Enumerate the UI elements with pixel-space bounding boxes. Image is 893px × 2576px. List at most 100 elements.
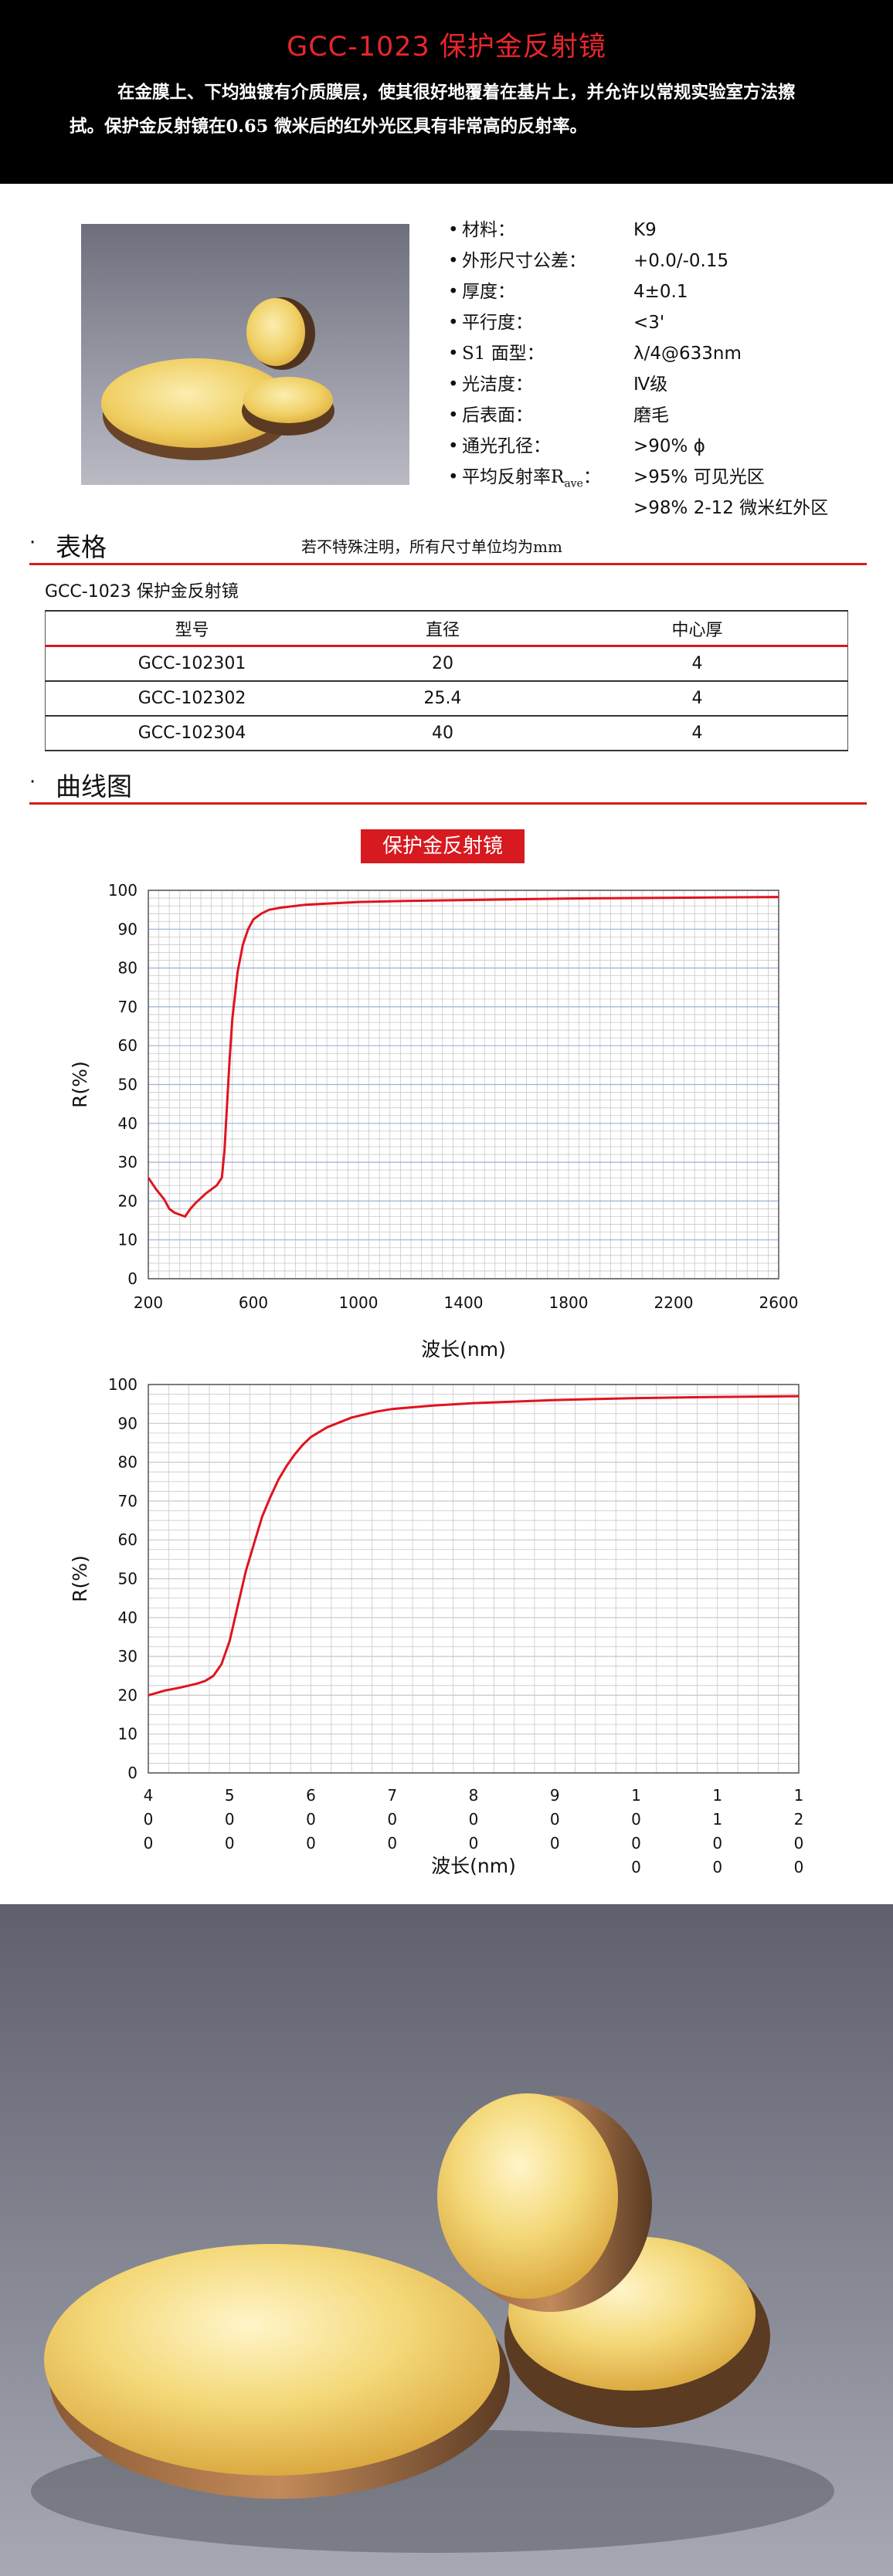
spec-label: 外形尺寸公差： [462, 251, 586, 271]
x-tick-label: 0 [469, 1810, 479, 1829]
spec-label: 材料： [462, 220, 515, 240]
spec-label: 厚度： [462, 282, 515, 302]
header-banner: GCC-1023 保护金反射镜 在金膜上、下均独镀有介质膜层，使其很好地覆着在基… [0, 0, 893, 184]
column-header: 中心厚 [671, 620, 723, 640]
y-tick-label: 100 [108, 881, 138, 900]
reflectance-chart-broadband: 0 10 20 30 40 50 60 70 80 90 100 200 600 1000 1400 1800… [69, 881, 799, 1361]
x-tick-label: 0 [306, 1834, 316, 1852]
spec-row: • 厚度： 4±0.1 [448, 276, 881, 307]
x-tick-label: 0 [144, 1810, 154, 1829]
x-tick-label: 0 [387, 1834, 397, 1852]
x-tick-label: 1000 [339, 1293, 379, 1312]
product-table: 型号 直径 中心厚 GCC-102301 20 4 GCC-102302 25.… [45, 610, 848, 751]
column-header: 型号 [175, 620, 209, 640]
x-tick-label: 0 [794, 1858, 804, 1876]
x-tick-label: 0 [225, 1810, 235, 1829]
section-rule [29, 802, 867, 805]
y-tick-label: 0 [127, 1764, 138, 1782]
spec-value: λ/4@633nm [633, 344, 742, 364]
spec-row: • 平均反射率Rave： >95% 可见光区 [448, 462, 881, 493]
y-tick-label: 60 [118, 1036, 138, 1055]
y-tick-label: 30 [118, 1153, 138, 1171]
section-title: 曲线图 [56, 771, 132, 802]
table-row: GCC-102302 25.4 4 [45, 681, 848, 716]
x-tick-label: 0 [550, 1834, 560, 1852]
x-tick-label: 0 [631, 1858, 641, 1876]
plot-frame [148, 890, 779, 1280]
x-tick-label: 1 [712, 1810, 722, 1829]
table-cell: GCC-102301 [138, 654, 246, 673]
product-photo [81, 224, 409, 485]
spec-list: • 材料： K9 • 外形尺寸公差： +0.0/-0.15 • 厚度： 4±0.1 • 平行度… [448, 215, 881, 524]
table-cell: 4 [691, 724, 703, 743]
section-title: 表格 [56, 532, 107, 562]
x-tick-label: 2 [794, 1810, 804, 1829]
x-tick-label: 2200 [654, 1293, 694, 1312]
y-tick-label: 40 [118, 1608, 138, 1627]
x-tick-label: 6 [306, 1786, 316, 1805]
chart-grid [148, 890, 779, 1280]
x-tick-label: 1 [712, 1786, 722, 1805]
spec-row: • 光洁度： Ⅳ级 [448, 369, 881, 400]
y-tick-label: 50 [118, 1570, 138, 1588]
y-tick-label: 30 [118, 1647, 138, 1666]
table-cell: 4 [691, 689, 703, 708]
x-tick-label: 5 [225, 1786, 235, 1805]
section-curves-heading: · 曲线图 [29, 766, 867, 805]
series-line [147, 896, 779, 1218]
spec-label: 光洁度： [462, 375, 533, 395]
spec-value: >98% 2-12 微米红外区 [633, 498, 829, 518]
table-row: GCC-102301 20 4 [45, 646, 848, 681]
x-tick-label: 8 [469, 1786, 479, 1805]
x-tick-label: 1800 [549, 1293, 589, 1312]
y-tick-label: 20 [118, 1686, 138, 1704]
table-row: GCC-102304 40 4 [45, 716, 848, 751]
x-tick-label: 4 [144, 1786, 154, 1805]
spec-row: • 外形尺寸公差： +0.0/-0.15 [448, 246, 881, 276]
y-tick-label: 20 [118, 1191, 138, 1210]
x-tick-label: 0 [631, 1810, 641, 1829]
spec-value: >90% ϕ [633, 436, 705, 456]
product-photo-large [0, 1904, 893, 2576]
intro-text: 在金膜上、下均独镀有介质膜层，使其很好地覆着在基片上，并允许以常规实验室方法擦拭… [70, 83, 796, 137]
table-header-row: 型号 直径 中心厚 [45, 611, 848, 646]
series-line [148, 1395, 800, 1696]
table-cell: GCC-102304 [138, 724, 246, 743]
x-tick-label: 2600 [759, 1293, 799, 1312]
y-tick-label: 100 [108, 1375, 138, 1394]
chart-title: 保护金反射镜 [361, 829, 525, 863]
spec-value: <3' [633, 313, 665, 333]
x-tick-label: 1 [631, 1786, 641, 1805]
x-tick-label: 0 [225, 1834, 235, 1852]
x-tick-label: 7 [387, 1786, 397, 1805]
y-tick-label: 40 [118, 1114, 138, 1133]
x-tick-label: 200 [134, 1293, 163, 1312]
spec-row: • 材料： K9 [448, 215, 881, 246]
spec-value: 4±0.1 [633, 282, 688, 302]
table-cell: GCC-102302 [138, 689, 246, 708]
x-axis-label: 波长(nm) [431, 1855, 516, 1877]
column-header: 直径 [426, 620, 460, 640]
plot-frame [148, 1384, 800, 1774]
spec-row: • 平行度： <3' [448, 307, 881, 338]
table-cell: 20 [432, 654, 454, 673]
y-axis-label: R(%) [69, 1061, 91, 1108]
chart-grid [148, 1384, 800, 1774]
y-tick-label: 10 [118, 1231, 138, 1249]
x-tick-label: 0 [469, 1834, 479, 1852]
spec-row: • 后表面： 磨毛 [448, 400, 881, 431]
x-tick-label: 0 [712, 1858, 722, 1876]
spec-label: 平均反射率Rave： [462, 467, 601, 490]
reflectance-chart-visible: 0102030405060708090100400500600700800900… [69, 1375, 804, 1877]
spec-label: 后表面： [462, 405, 533, 425]
spec-row: >98% 2-12 微米红外区 [448, 493, 881, 524]
table-cell: 40 [432, 724, 454, 743]
x-tick-label: 0 [387, 1810, 397, 1829]
table-cell: 4 [691, 654, 703, 673]
y-axis-label: R(%) [69, 1555, 91, 1602]
x-tick-label: 0 [712, 1834, 722, 1852]
x-tick-label: 1 [794, 1786, 804, 1805]
spec-label: 平行度： [462, 313, 533, 333]
y-tick-label: 0 [127, 1269, 138, 1288]
x-tick-label: 9 [550, 1786, 560, 1805]
